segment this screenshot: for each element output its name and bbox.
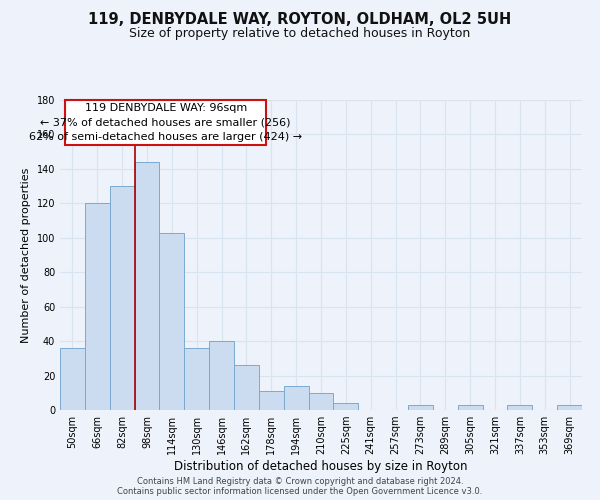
Bar [184,348,209,410]
Bar [85,204,110,410]
Bar [209,341,234,410]
Bar [308,393,334,410]
X-axis label: Distribution of detached houses by size in Royton: Distribution of detached houses by size … [174,460,468,473]
Y-axis label: Number of detached properties: Number of detached properties [21,168,31,342]
Bar [110,186,134,410]
FancyBboxPatch shape [65,100,266,145]
Text: Contains public sector information licensed under the Open Government Licence v3: Contains public sector information licen… [118,487,482,496]
Text: Contains HM Land Registry data © Crown copyright and database right 2024.: Contains HM Land Registry data © Crown c… [137,477,463,486]
Text: 62% of semi-detached houses are larger (424) →: 62% of semi-detached houses are larger (… [29,132,302,142]
Bar [234,365,259,410]
Bar [284,386,308,410]
Text: ← 37% of detached houses are smaller (256): ← 37% of detached houses are smaller (25… [40,118,291,128]
Bar [160,232,184,410]
Bar [557,405,582,410]
Text: 119, DENBYDALE WAY, ROYTON, OLDHAM, OL2 5UH: 119, DENBYDALE WAY, ROYTON, OLDHAM, OL2 … [88,12,512,28]
Bar [134,162,160,410]
Bar [259,391,284,410]
Bar [334,403,358,410]
Text: Size of property relative to detached houses in Royton: Size of property relative to detached ho… [130,28,470,40]
Bar [408,405,433,410]
Bar [458,405,482,410]
Text: 119 DENBYDALE WAY: 96sqm: 119 DENBYDALE WAY: 96sqm [85,103,247,113]
Bar [508,405,532,410]
Bar [60,348,85,410]
